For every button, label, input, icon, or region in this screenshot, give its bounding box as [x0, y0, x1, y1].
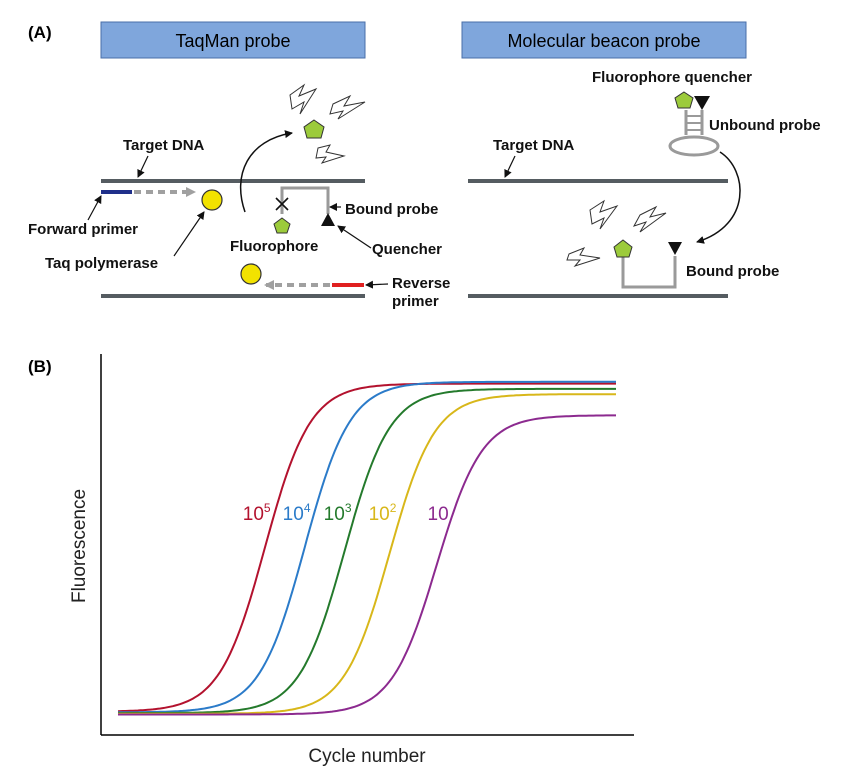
curve-label: 104	[283, 501, 311, 525]
taqman-header-box	[100, 21, 366, 59]
beacon-quencher-unbound	[694, 96, 710, 110]
curve-label: 102	[369, 501, 397, 525]
amplification-curve	[117, 382, 616, 713]
amplification-curve	[118, 387, 616, 715]
emission-flash-icon	[315, 144, 346, 164]
beacon-header-box	[461, 21, 747, 59]
quencher-label: Quencher	[372, 241, 442, 258]
fluorophore-pentagon	[273, 217, 291, 234]
emission-flash-icon	[566, 247, 601, 267]
beacon-bound-probe-label: Bound probe	[686, 263, 779, 280]
forward-primer-label: Forward primer	[28, 221, 138, 238]
target-dna-pointer	[137, 155, 149, 178]
taqman-bound-probe	[280, 186, 330, 214]
forward-primer-pointer	[87, 195, 102, 221]
emission-flash-icon	[289, 83, 318, 115]
amplification-chart: Cycle number Fluorescence 105 104 103 102 10	[69, 354, 634, 767]
taqman-target-dna-label: Target DNA	[123, 137, 205, 154]
taqman-title: TaqMan probe	[175, 31, 290, 51]
beacon-fluorophore-unbound	[674, 91, 694, 109]
unbound-probe-label: Unbound probe	[709, 117, 821, 134]
panel-b-label: (B)	[28, 357, 52, 376]
quencher-pointer	[337, 225, 372, 249]
x-axis-label: Cycle number	[308, 746, 426, 767]
curve-label: 10	[428, 504, 449, 525]
fluorophore-quencher-label: Fluorophore quencher	[592, 69, 752, 86]
emission-flash-icon	[632, 205, 667, 233]
cleavage-x-mark	[275, 197, 289, 211]
y-axis-label: Fluorescence	[69, 489, 90, 603]
reverse-primer-pointer	[365, 280, 389, 289]
taq-polymerase-top	[201, 189, 223, 211]
release-arrow	[239, 130, 293, 213]
hairpin-loop	[668, 135, 720, 157]
taqman-bound-probe-label: Bound probe	[345, 201, 438, 218]
beacon-target-dna-label: Target DNA	[493, 137, 575, 154]
amplification-curve	[118, 414, 616, 716]
taq-polymerase-label: Taq polymerase	[45, 255, 158, 272]
curve-label: 105	[243, 501, 271, 525]
beacon-title: Molecular beacon probe	[507, 31, 700, 51]
curve-label: 103	[324, 501, 352, 525]
emission-flash-icon	[329, 94, 366, 120]
reverse-primer-label-1: Reverse	[392, 275, 450, 292]
taq-polymerase-pointer	[173, 211, 205, 257]
hybridization-arrow	[696, 151, 741, 244]
beacon-quencher-bound	[668, 242, 682, 255]
beacon-fluorophore-bound	[613, 239, 633, 258]
panel-a-label: (A)	[28, 23, 52, 42]
amplification-curve	[118, 393, 616, 715]
reverse-primer-label-2: primer	[392, 293, 439, 310]
amplification-curve	[118, 380, 616, 714]
emission-flash-icon	[589, 199, 619, 230]
beacon-bound-probe	[621, 256, 677, 289]
fluorophore-label: Fluorophore	[230, 238, 318, 255]
released-fluorophore	[303, 119, 325, 139]
beacon-target-dna-pointer	[504, 155, 516, 178]
quencher-triangle	[321, 213, 335, 226]
taq-polymerase-bottom	[240, 263, 262, 285]
